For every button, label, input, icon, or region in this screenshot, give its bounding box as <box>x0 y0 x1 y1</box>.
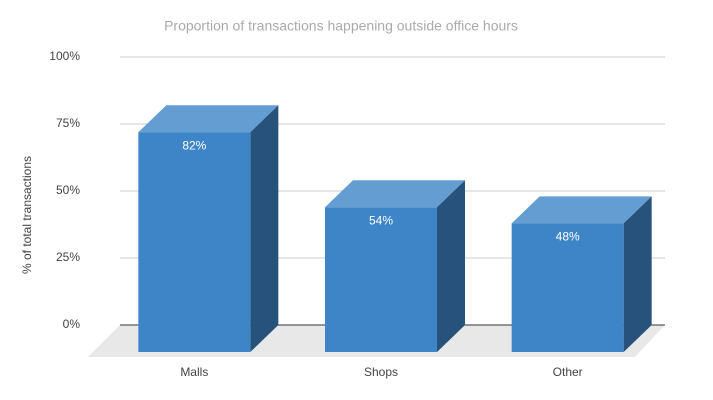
x-tick-label: Other <box>553 365 583 379</box>
y-tick-label: 25% <box>56 250 80 264</box>
bar <box>511 223 624 352</box>
y-tick-label: 75% <box>56 116 80 130</box>
data-label: 48% <box>556 230 580 244</box>
y-tick-label: 50% <box>56 183 80 197</box>
bar <box>325 207 437 352</box>
chart-title: Proportion of transactions happening out… <box>164 18 518 34</box>
bar-top <box>325 180 465 208</box>
bar-side <box>437 180 465 352</box>
bar <box>138 132 251 352</box>
bar-side <box>250 105 279 353</box>
bar-side <box>623 196 652 352</box>
y-tick-label: 100% <box>49 49 80 63</box>
x-tick-label: Shops <box>364 365 398 379</box>
data-label: 82% <box>182 138 206 152</box>
y-tick-label: 0% <box>63 317 81 331</box>
x-tick-label: Malls <box>180 365 208 379</box>
bar-top <box>138 105 279 133</box>
y-axis-label: % of total transactions <box>20 156 34 274</box>
bar-top <box>511 196 652 224</box>
data-label: 54% <box>369 213 393 227</box>
